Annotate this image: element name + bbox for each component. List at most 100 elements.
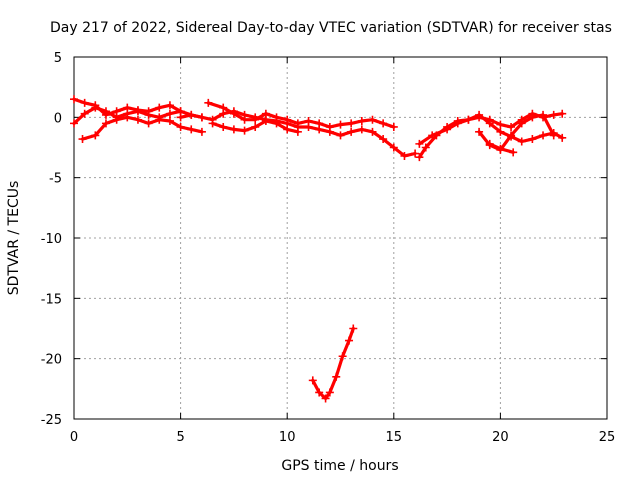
data-point [176, 113, 185, 122]
data-point [101, 107, 110, 116]
data-point [475, 113, 484, 122]
y-tick-label: 0 [54, 111, 62, 126]
data-point [133, 115, 142, 124]
data-point [549, 110, 558, 119]
data-point [400, 151, 409, 160]
chart-title: Day 217 of 2022, Sidereal Day-to-day VTE… [50, 20, 612, 36]
data-point [325, 388, 334, 397]
data-point [293, 127, 302, 136]
data-point [345, 336, 354, 345]
data-point [70, 119, 78, 128]
y-tick-label: 5 [54, 51, 62, 66]
data-point [443, 125, 452, 134]
data-point [485, 115, 494, 124]
data-point [379, 135, 388, 144]
data-point [219, 103, 228, 112]
data-point [283, 125, 292, 134]
data-point [304, 116, 313, 125]
y-tick-label: -20 [41, 353, 62, 368]
series-line-8 [417, 112, 564, 146]
data-point [507, 122, 516, 131]
data-point [389, 143, 398, 152]
data-point [336, 120, 345, 129]
data-point [332, 372, 341, 381]
data-point [251, 115, 260, 124]
data-point [91, 131, 100, 140]
data-point [415, 153, 424, 162]
data-point [539, 110, 548, 119]
data-point [464, 115, 473, 124]
x-tick-label: 5 [176, 430, 184, 445]
data-point [558, 109, 567, 118]
data-point [165, 116, 174, 125]
data-point [389, 122, 398, 131]
data-point [357, 116, 366, 125]
data-point [517, 119, 526, 128]
data-point [549, 131, 558, 140]
data-point [368, 115, 377, 124]
data-point [347, 127, 356, 136]
data-point [517, 137, 526, 146]
data-point [496, 144, 505, 153]
data-point [112, 115, 121, 124]
data-point [123, 113, 132, 122]
data-point [496, 120, 505, 129]
data-point [91, 103, 100, 112]
data-point [144, 119, 153, 128]
data-point [165, 109, 174, 118]
data-point [187, 125, 196, 134]
x-tick-label: 10 [279, 430, 296, 445]
y-tick-label: -25 [41, 413, 62, 428]
data-point [485, 139, 494, 148]
data-point [283, 115, 292, 124]
data-point [415, 139, 424, 148]
data-point [197, 127, 206, 136]
data-point [78, 135, 87, 144]
series-group [70, 95, 567, 403]
data-point [229, 109, 238, 118]
data-point [155, 103, 164, 112]
x-tick-label: 25 [599, 430, 616, 445]
data-point [507, 131, 516, 140]
data-point [240, 115, 249, 124]
data-point [176, 122, 185, 131]
data-point [421, 143, 430, 152]
x-axis-title: GPS time / hours [281, 458, 398, 474]
data-point [379, 119, 388, 128]
data-point [219, 122, 228, 131]
data-point [80, 98, 89, 107]
x-tick-label: 0 [70, 430, 78, 445]
data-point [349, 324, 358, 333]
data-point [308, 376, 317, 385]
data-point [229, 125, 238, 134]
data-point [101, 119, 110, 128]
series-line-3 [80, 115, 204, 141]
data-point [336, 131, 345, 140]
y-tick-label: -15 [41, 292, 62, 307]
data-point [453, 119, 462, 128]
data-point [208, 119, 217, 128]
data-point [315, 388, 324, 397]
data-point [261, 116, 270, 125]
data-point [197, 113, 206, 122]
data-point [144, 110, 153, 119]
data-point [187, 110, 196, 119]
data-point [70, 95, 78, 104]
ticks: 0 5 10 15 20 25 5 0 -5 -10 -15 -20 -25 [41, 51, 616, 445]
data-point [293, 119, 302, 128]
x-tick-label: 15 [386, 430, 403, 445]
data-point [411, 149, 420, 158]
data-point [528, 135, 537, 144]
data-point [272, 119, 281, 128]
data-point [155, 115, 164, 124]
data-point [80, 109, 89, 118]
data-point [251, 122, 260, 131]
x-tick-label: 20 [492, 430, 509, 445]
data-point [321, 394, 330, 403]
data-point [558, 133, 567, 142]
data-point [428, 131, 437, 140]
y-tick-label: -5 [49, 172, 62, 187]
data-point [240, 126, 249, 135]
y-tick-label: -10 [41, 232, 62, 247]
